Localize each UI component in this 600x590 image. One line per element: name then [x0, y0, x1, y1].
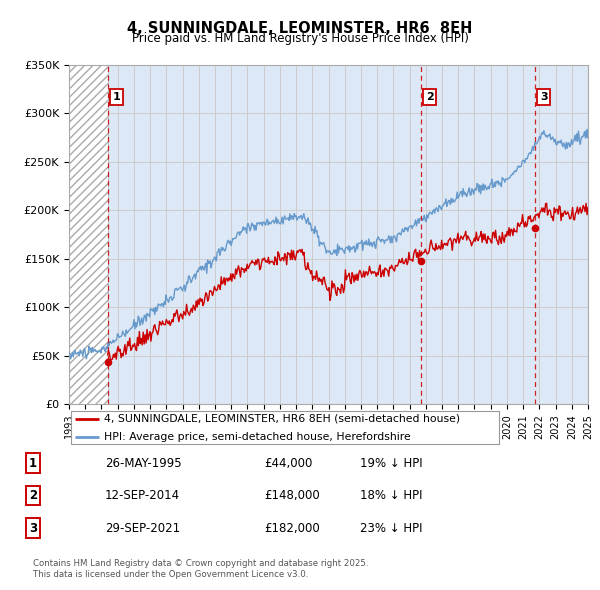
Text: £44,000: £44,000 — [264, 457, 313, 470]
Text: 4, SUNNINGDALE, LEOMINSTER, HR6 8EH (semi-detached house): 4, SUNNINGDALE, LEOMINSTER, HR6 8EH (sem… — [104, 414, 460, 424]
Text: 18% ↓ HPI: 18% ↓ HPI — [360, 489, 422, 502]
Text: £148,000: £148,000 — [264, 489, 320, 502]
Text: 2: 2 — [29, 489, 37, 502]
Text: Price paid vs. HM Land Registry's House Price Index (HPI): Price paid vs. HM Land Registry's House … — [131, 32, 469, 45]
Text: 1: 1 — [112, 92, 120, 102]
Text: 23% ↓ HPI: 23% ↓ HPI — [360, 522, 422, 535]
Text: 1: 1 — [29, 457, 37, 470]
Text: 2: 2 — [426, 92, 434, 102]
Text: 3: 3 — [29, 522, 37, 535]
Bar — [69, 65, 107, 404]
Text: HPI: Average price, semi-detached house, Herefordshire: HPI: Average price, semi-detached house,… — [104, 432, 410, 442]
Text: 29-SEP-2021: 29-SEP-2021 — [105, 522, 180, 535]
Text: 12-SEP-2014: 12-SEP-2014 — [105, 489, 180, 502]
Text: £182,000: £182,000 — [264, 522, 320, 535]
Text: 19% ↓ HPI: 19% ↓ HPI — [360, 457, 422, 470]
FancyBboxPatch shape — [71, 411, 499, 444]
Text: 4, SUNNINGDALE, LEOMINSTER, HR6  8EH: 4, SUNNINGDALE, LEOMINSTER, HR6 8EH — [127, 21, 473, 35]
Text: 26-MAY-1995: 26-MAY-1995 — [105, 457, 182, 470]
Text: 3: 3 — [540, 92, 548, 102]
Text: Contains HM Land Registry data © Crown copyright and database right 2025.
This d: Contains HM Land Registry data © Crown c… — [33, 559, 368, 579]
